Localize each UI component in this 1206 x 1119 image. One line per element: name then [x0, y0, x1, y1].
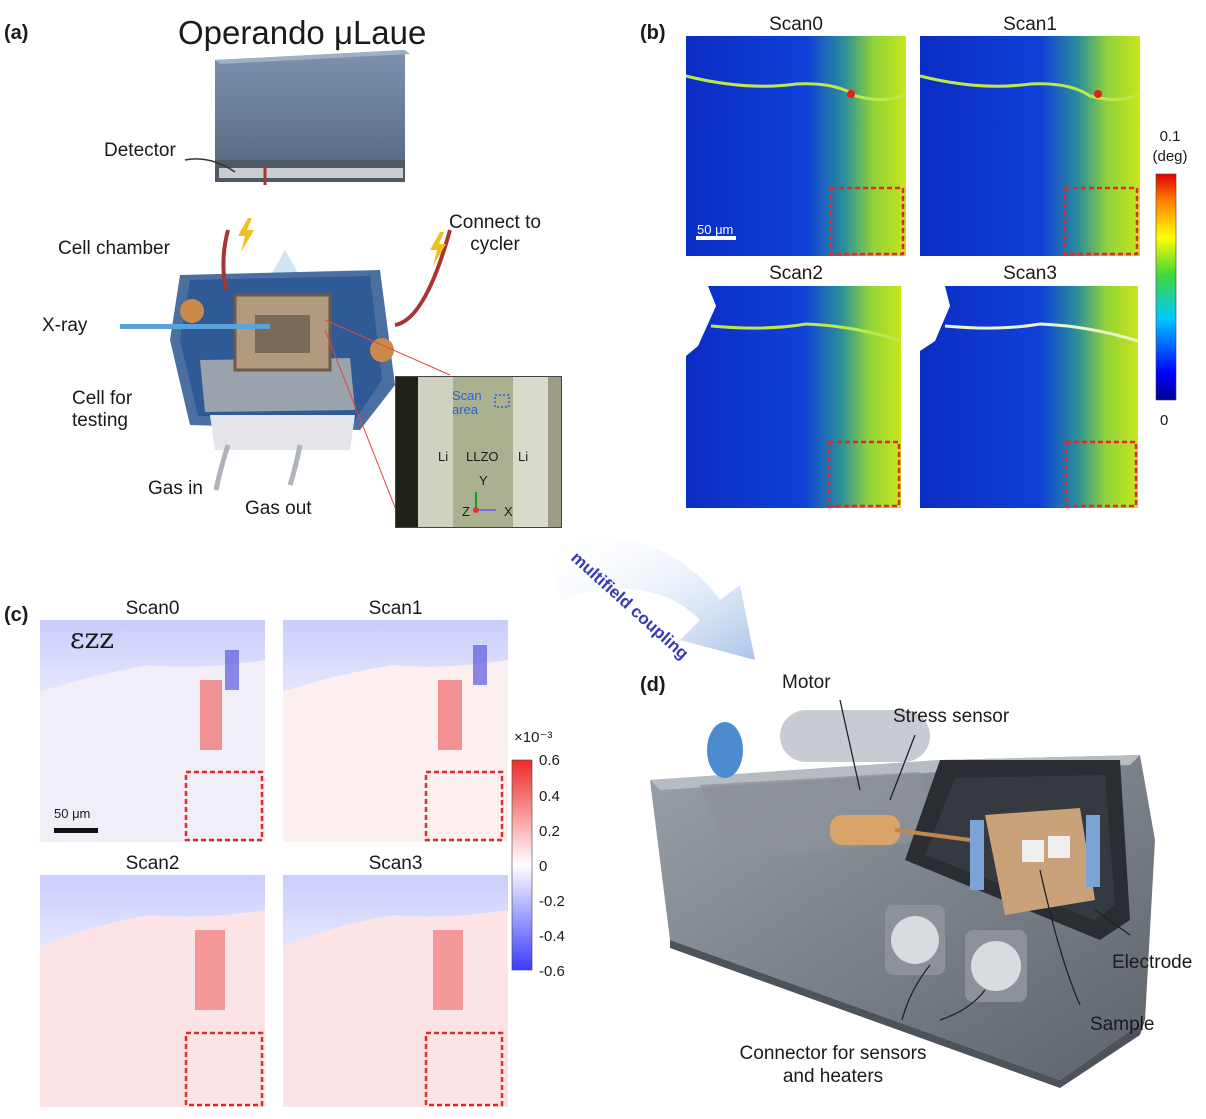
b-colorbar-unit: (deg): [1152, 148, 1188, 165]
detector-illustration: [215, 50, 410, 185]
panel-d-label: (d): [640, 674, 666, 696]
b-scan0-map: [685, 36, 907, 256]
b-scan2-map: [686, 286, 902, 508]
c-tick-3: 0: [539, 858, 548, 875]
scan-area-label: Scan area: [452, 388, 482, 417]
inset-li-left: Li: [438, 449, 449, 464]
c-tick-4: -0.2: [539, 893, 565, 910]
multifield-arrow: [550, 536, 755, 660]
c-scan2-title: Scan2: [125, 853, 180, 874]
panel-a-title: Operando μLaue: [178, 14, 427, 51]
xray-label: X-ray: [42, 315, 88, 336]
c-tick-1: 0.4: [539, 788, 560, 805]
b-scan3-title: Scan3: [1003, 263, 1057, 284]
b-colorbar: [1155, 173, 1177, 401]
cell-testing-label: Cell for testing: [72, 388, 133, 431]
b-scan3-map: [920, 286, 1139, 508]
detector-leader: [184, 158, 236, 173]
panel-b-label: (b): [640, 22, 666, 44]
epsilon-zz-symbol: εzz: [70, 622, 115, 655]
c-scan3-title: Scan3: [368, 853, 423, 874]
c-tick-0: 0.6: [539, 752, 560, 769]
cell-assembly-illustration: [120, 229, 452, 521]
lightning-icon: [430, 232, 446, 266]
c-tick-6: -0.6: [539, 963, 565, 980]
b-colorbar-max: 0.1: [1159, 128, 1181, 145]
c-scalebar-label: 50 μm: [54, 806, 91, 821]
c-scan1-title: Scan1: [368, 598, 423, 619]
panel-a-label: (a): [4, 22, 29, 44]
detector-label: Detector: [104, 140, 176, 161]
b-scan1-title: Scan1: [1003, 14, 1057, 35]
c-colorbar: [511, 759, 533, 971]
motor-label: Motor: [782, 672, 831, 693]
mechanical-device-illustration: [650, 699, 1155, 1088]
c-scan2-map: [40, 875, 265, 1107]
microscope-inset: Scan area Li LLZO Li Y Z X: [395, 376, 562, 528]
lightning-icon: [238, 218, 254, 252]
panel-c-label: (c): [4, 604, 29, 626]
inset-axis-y: Y: [479, 473, 488, 488]
b-scalebar-label: 50 μm: [697, 222, 734, 237]
b-scan2-title: Scan2: [769, 263, 823, 284]
connector-label: Connector for sensors and heaters: [739, 1043, 927, 1087]
inset-li-right: Li: [518, 449, 529, 464]
sample-label: Sample: [1090, 1014, 1155, 1035]
gas-out-label: Gas out: [245, 498, 312, 519]
c-scan0-map: [40, 620, 265, 842]
c-scan1-map: [283, 620, 508, 842]
inset-axis-x: X: [504, 504, 513, 519]
b-scan0-title: Scan0: [769, 14, 823, 35]
inset-axis-z: Z: [462, 504, 470, 519]
b-colorbar-min: 0: [1160, 412, 1169, 429]
c-colorbar-multiplier: ×10⁻³: [514, 729, 553, 746]
b-scan1-map: [919, 36, 1141, 256]
cell-chamber-label: Cell chamber: [58, 238, 170, 259]
c-tick-2: 0.2: [539, 823, 560, 840]
stress-sensor-label: Stress sensor: [893, 706, 1010, 727]
inset-llzo: LLZO: [466, 449, 499, 464]
c-tick-5: -0.4: [539, 928, 565, 945]
c-scan3-map: [283, 875, 508, 1107]
c-scan0-title: Scan0: [125, 598, 180, 619]
connect-label: Connect to cycler: [449, 212, 541, 255]
electrode-label: Electrode: [1112, 952, 1193, 973]
gas-in-label: Gas in: [148, 478, 203, 499]
